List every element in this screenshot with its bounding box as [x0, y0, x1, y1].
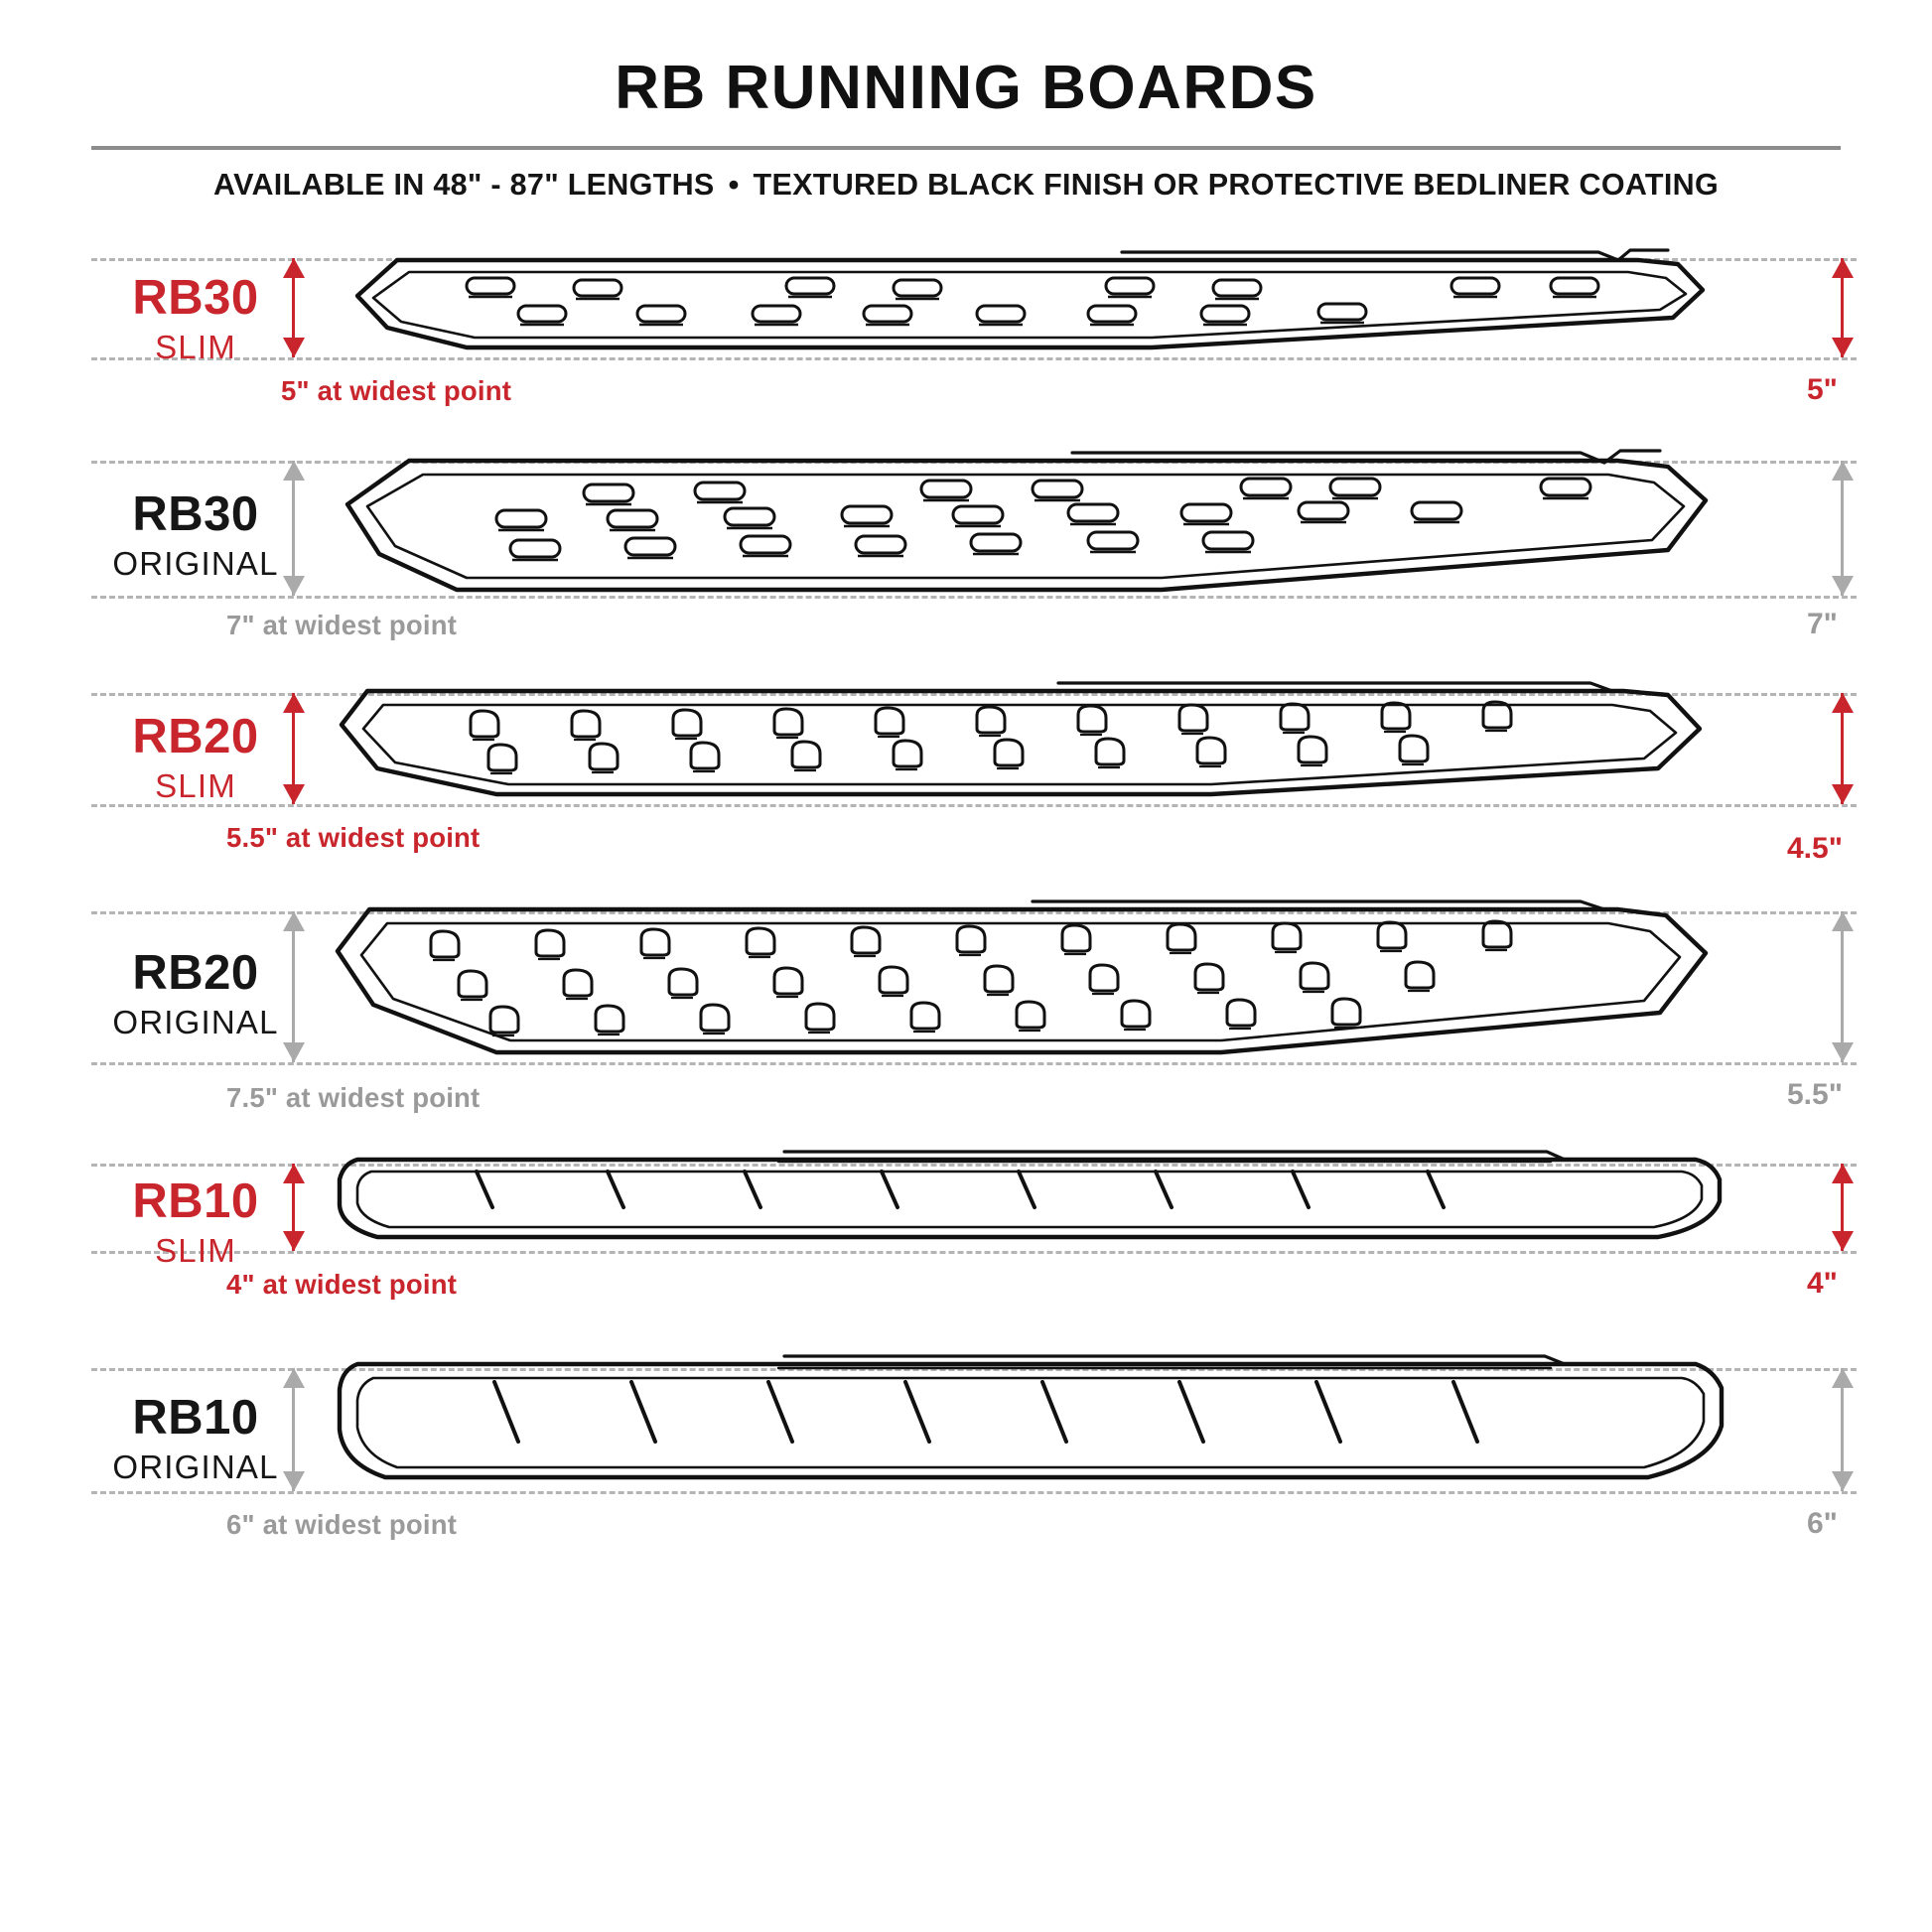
header: RB RUNNING BOARDS AVAILABLE IN 48" - 87"…	[0, 0, 1932, 203]
board-illustration-rb30-original	[338, 445, 1747, 614]
guide-line-bottom	[91, 357, 1857, 361]
widest-point-label: 5.5" at widest point	[226, 822, 481, 854]
dimension-arrow-right	[1830, 911, 1856, 1063]
header-subtitle: AVAILABLE IN 48" - 87" LENGTHS • TEXTURED …	[91, 168, 1841, 203]
subtitle-bullet-icon: •	[728, 168, 740, 203]
widest-point-label: 5" at widest point	[281, 375, 512, 407]
board-illustration-rb10-original	[337, 1350, 1747, 1509]
model-name: RB30	[132, 271, 259, 326]
subtitle-finish: TEXTURED BLACK FINISH OR PROTECTIVE BEDL…	[753, 168, 1719, 203]
header-divider	[91, 146, 1841, 151]
variant-name: SLIM	[155, 1232, 236, 1270]
dimension-arrow-right	[1830, 1368, 1856, 1492]
board-illustration-rb20-slim	[338, 677, 1747, 826]
row-label-rb20-slim: RB20 SLIM	[91, 710, 300, 805]
dimension-arrow-left	[281, 461, 307, 597]
model-name: RB20	[132, 946, 259, 1001]
right-dimension-label: 5.5"	[1787, 1078, 1843, 1112]
model-name: RB30	[132, 487, 259, 542]
page-title: RB RUNNING BOARDS	[615, 54, 1317, 122]
dimension-arrow-left	[281, 693, 307, 805]
dimension-arrow-left	[281, 911, 307, 1063]
dimension-arrow-left	[281, 258, 307, 358]
variant-name: ORIGINAL	[112, 1449, 279, 1486]
widest-point-label: 7" at widest point	[226, 610, 458, 641]
row-label-rb10-slim: RB10 SLIM	[91, 1174, 300, 1270]
right-dimension-label: 4"	[1807, 1267, 1838, 1301]
board-row-rb30-original: RB30 ORIGINAL	[0, 435, 1932, 665]
dimension-arrow-right	[1830, 693, 1856, 805]
board-row-rb30-slim: RB30 SLIM	[0, 236, 1932, 435]
row-label-rb30-slim: RB30 SLIM	[91, 271, 300, 366]
right-dimension-label: 4.5"	[1787, 832, 1843, 866]
dimension-arrow-right	[1830, 258, 1856, 358]
dimension-arrow-left	[281, 1368, 307, 1492]
guide-line-top	[91, 911, 1857, 915]
guide-line-bottom	[91, 596, 1857, 600]
dimension-arrow-right	[1830, 1164, 1856, 1252]
board-row-rb10-slim: RB10 SLIM	[0, 1136, 1932, 1342]
guide-line-bottom	[91, 1491, 1857, 1495]
row-label-rb10-original: RB10 ORIGINAL	[91, 1391, 300, 1486]
guide-line-top	[91, 1164, 1857, 1168]
dimension-arrow-right	[1830, 461, 1856, 597]
variant-name: SLIM	[155, 329, 236, 366]
guide-line-bottom	[91, 804, 1857, 808]
model-name: RB10	[132, 1174, 259, 1229]
board-row-rb10-original: RB10 ORIGINAL	[0, 1342, 1932, 1565]
guide-line-bottom	[91, 1062, 1857, 1066]
variant-name: ORIGINAL	[112, 545, 279, 583]
subtitle-lengths: AVAILABLE IN 48" - 87" LENGTHS	[213, 168, 715, 203]
board-row-rb20-original: RB20 ORIGINAL	[0, 888, 1932, 1136]
variant-name: SLIM	[155, 767, 236, 805]
guide-line-top	[91, 1368, 1857, 1372]
guide-line-bottom	[91, 1251, 1857, 1255]
board-row-rb20-slim: RB20 SLIM	[0, 665, 1932, 888]
widest-point-label: 6" at widest point	[226, 1509, 458, 1541]
right-dimension-label: 6"	[1807, 1507, 1838, 1541]
model-name: RB20	[132, 710, 259, 764]
model-name: RB10	[132, 1391, 259, 1446]
variant-name: ORIGINAL	[112, 1004, 279, 1041]
dimension-arrow-left	[281, 1164, 307, 1252]
board-illustration-rb10-slim	[337, 1146, 1747, 1265]
board-illustration-rb30-slim	[338, 244, 1747, 373]
board-illustration-rb20-original	[335, 896, 1747, 1079]
widest-point-label: 7.5" at widest point	[226, 1082, 481, 1114]
guide-line-top	[91, 693, 1857, 697]
row-label-rb30-original: RB30 ORIGINAL	[91, 487, 300, 583]
row-label-rb20-original: RB20 ORIGINAL	[91, 946, 300, 1041]
board-rows: RB30 SLIM	[0, 236, 1932, 1565]
right-dimension-label: 5"	[1807, 373, 1838, 407]
widest-point-label: 4" at widest point	[226, 1269, 458, 1301]
right-dimension-label: 7"	[1807, 608, 1838, 641]
